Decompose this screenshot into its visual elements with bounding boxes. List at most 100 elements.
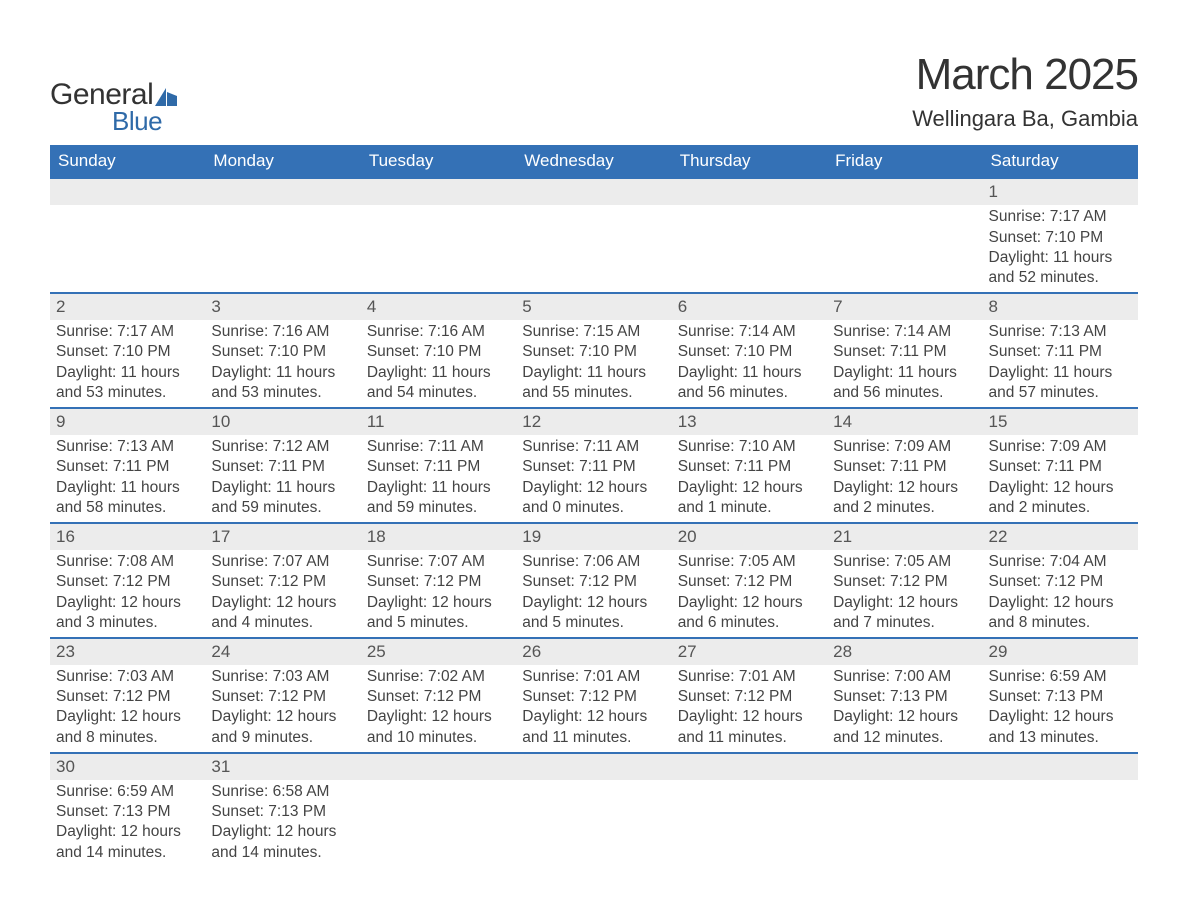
day-number: 4 — [361, 293, 516, 320]
day-details — [361, 205, 516, 211]
day-details: Sunrise: 7:11 AMSunset: 7:11 PMDaylight:… — [516, 435, 671, 522]
day-number: 15 — [983, 408, 1138, 435]
month-title: March 2025 — [912, 50, 1138, 100]
day-detail-cell: Sunrise: 7:01 AMSunset: 7:12 PMDaylight:… — [516, 665, 671, 752]
daylight-text: Daylight: 12 hours and 11 minutes. — [522, 707, 665, 747]
day-number: 11 — [361, 408, 516, 435]
day-cell: 10 — [205, 407, 360, 435]
sunset-text: Sunset: 7:11 PM — [56, 457, 199, 477]
sunset-text: Sunset: 7:13 PM — [833, 687, 976, 707]
sunset-text: Sunset: 7:11 PM — [833, 457, 976, 477]
sunrise-text: Sunrise: 7:16 AM — [367, 322, 510, 342]
daylight-text: Daylight: 11 hours and 52 minutes. — [989, 248, 1132, 288]
day-number: 25 — [361, 638, 516, 665]
sunset-text: Sunset: 7:11 PM — [678, 457, 821, 477]
day-cell: 28 — [827, 637, 982, 665]
day-cell: 26 — [516, 637, 671, 665]
daylight-text: Daylight: 12 hours and 2 minutes. — [833, 478, 976, 518]
sunrise-text: Sunrise: 7:03 AM — [56, 667, 199, 687]
day-detail-cell — [516, 780, 671, 867]
day-header: Wednesday — [516, 145, 671, 178]
day-cell: 2 — [50, 292, 205, 320]
day-details: Sunrise: 7:17 AMSunset: 7:10 PMDaylight:… — [983, 205, 1138, 292]
week-daynums: 23242526272829 — [50, 637, 1138, 665]
day-detail-cell — [361, 205, 516, 292]
day-number: 30 — [50, 753, 205, 780]
sunset-text: Sunset: 7:11 PM — [367, 457, 510, 477]
day-cell: 18 — [361, 522, 516, 550]
sunrise-text: Sunrise: 7:01 AM — [522, 667, 665, 687]
day-header: Tuesday — [361, 145, 516, 178]
day-cell: 24 — [205, 637, 360, 665]
daylight-text: Daylight: 12 hours and 5 minutes. — [522, 593, 665, 633]
day-number: 16 — [50, 523, 205, 550]
day-details — [516, 205, 671, 211]
day-details: Sunrise: 7:15 AMSunset: 7:10 PMDaylight:… — [516, 320, 671, 407]
day-details: Sunrise: 6:59 AMSunset: 7:13 PMDaylight:… — [983, 665, 1138, 752]
day-cell — [672, 178, 827, 206]
day-detail-cell: Sunrise: 7:03 AMSunset: 7:12 PMDaylight:… — [50, 665, 205, 752]
day-details: Sunrise: 7:03 AMSunset: 7:12 PMDaylight:… — [50, 665, 205, 752]
day-header: Sunday — [50, 145, 205, 178]
day-number: 5 — [516, 293, 671, 320]
day-details: Sunrise: 7:09 AMSunset: 7:11 PMDaylight:… — [983, 435, 1138, 522]
day-details: Sunrise: 7:08 AMSunset: 7:12 PMDaylight:… — [50, 550, 205, 637]
week-daynums: 16171819202122 — [50, 522, 1138, 550]
day-cell: 1 — [983, 178, 1138, 206]
sunset-text: Sunset: 7:12 PM — [833, 572, 976, 592]
day-cell: 13 — [672, 407, 827, 435]
sunset-text: Sunset: 7:13 PM — [211, 802, 354, 822]
day-cell — [516, 178, 671, 206]
day-cell: 3 — [205, 292, 360, 320]
day-details: Sunrise: 7:11 AMSunset: 7:11 PMDaylight:… — [361, 435, 516, 522]
daylight-text: Daylight: 12 hours and 11 minutes. — [678, 707, 821, 747]
day-details: Sunrise: 7:14 AMSunset: 7:11 PMDaylight:… — [827, 320, 982, 407]
day-detail-cell: Sunrise: 7:17 AMSunset: 7:10 PMDaylight:… — [983, 205, 1138, 292]
day-header: Thursday — [672, 145, 827, 178]
day-number — [205, 178, 360, 205]
sunrise-text: Sunrise: 7:03 AM — [211, 667, 354, 687]
day-details — [361, 780, 516, 786]
day-cell: 25 — [361, 637, 516, 665]
day-details: Sunrise: 7:13 AMSunset: 7:11 PMDaylight:… — [50, 435, 205, 522]
sunset-text: Sunset: 7:12 PM — [678, 687, 821, 707]
day-cell — [672, 752, 827, 780]
day-number: 17 — [205, 523, 360, 550]
day-number: 28 — [827, 638, 982, 665]
day-detail-cell: Sunrise: 7:13 AMSunset: 7:11 PMDaylight:… — [50, 435, 205, 522]
day-cell — [827, 178, 982, 206]
day-number: 22 — [983, 523, 1138, 550]
day-number: 12 — [516, 408, 671, 435]
day-cell: 31 — [205, 752, 360, 780]
sunset-text: Sunset: 7:11 PM — [211, 457, 354, 477]
day-detail-cell: Sunrise: 7:13 AMSunset: 7:11 PMDaylight:… — [983, 320, 1138, 407]
day-detail-cell — [516, 205, 671, 292]
sunrise-text: Sunrise: 7:15 AM — [522, 322, 665, 342]
day-detail-cell — [672, 205, 827, 292]
day-number — [361, 178, 516, 205]
day-cell — [50, 178, 205, 206]
daylight-text: Daylight: 12 hours and 1 minute. — [678, 478, 821, 518]
day-detail-cell — [361, 780, 516, 867]
week-details: Sunrise: 7:08 AMSunset: 7:12 PMDaylight:… — [50, 550, 1138, 637]
day-number: 14 — [827, 408, 982, 435]
sunrise-text: Sunrise: 6:59 AM — [989, 667, 1132, 687]
daylight-text: Daylight: 11 hours and 56 minutes. — [833, 363, 976, 403]
day-number: 24 — [205, 638, 360, 665]
day-header: Friday — [827, 145, 982, 178]
day-details — [672, 780, 827, 786]
sunrise-text: Sunrise: 7:17 AM — [56, 322, 199, 342]
day-details: Sunrise: 7:14 AMSunset: 7:10 PMDaylight:… — [672, 320, 827, 407]
day-detail-cell: Sunrise: 7:07 AMSunset: 7:12 PMDaylight:… — [361, 550, 516, 637]
sunrise-text: Sunrise: 7:14 AM — [833, 322, 976, 342]
sunrise-text: Sunrise: 6:58 AM — [211, 782, 354, 802]
day-cell — [983, 752, 1138, 780]
day-cell: 6 — [672, 292, 827, 320]
week-details: Sunrise: 7:17 AMSunset: 7:10 PMDaylight:… — [50, 320, 1138, 407]
calendar-header: SundayMondayTuesdayWednesdayThursdayFrid… — [50, 145, 1138, 178]
day-cell: 15 — [983, 407, 1138, 435]
day-detail-cell: Sunrise: 7:10 AMSunset: 7:11 PMDaylight:… — [672, 435, 827, 522]
day-detail-cell — [983, 780, 1138, 867]
daylight-text: Daylight: 12 hours and 5 minutes. — [367, 593, 510, 633]
daylight-text: Daylight: 12 hours and 8 minutes. — [56, 707, 199, 747]
